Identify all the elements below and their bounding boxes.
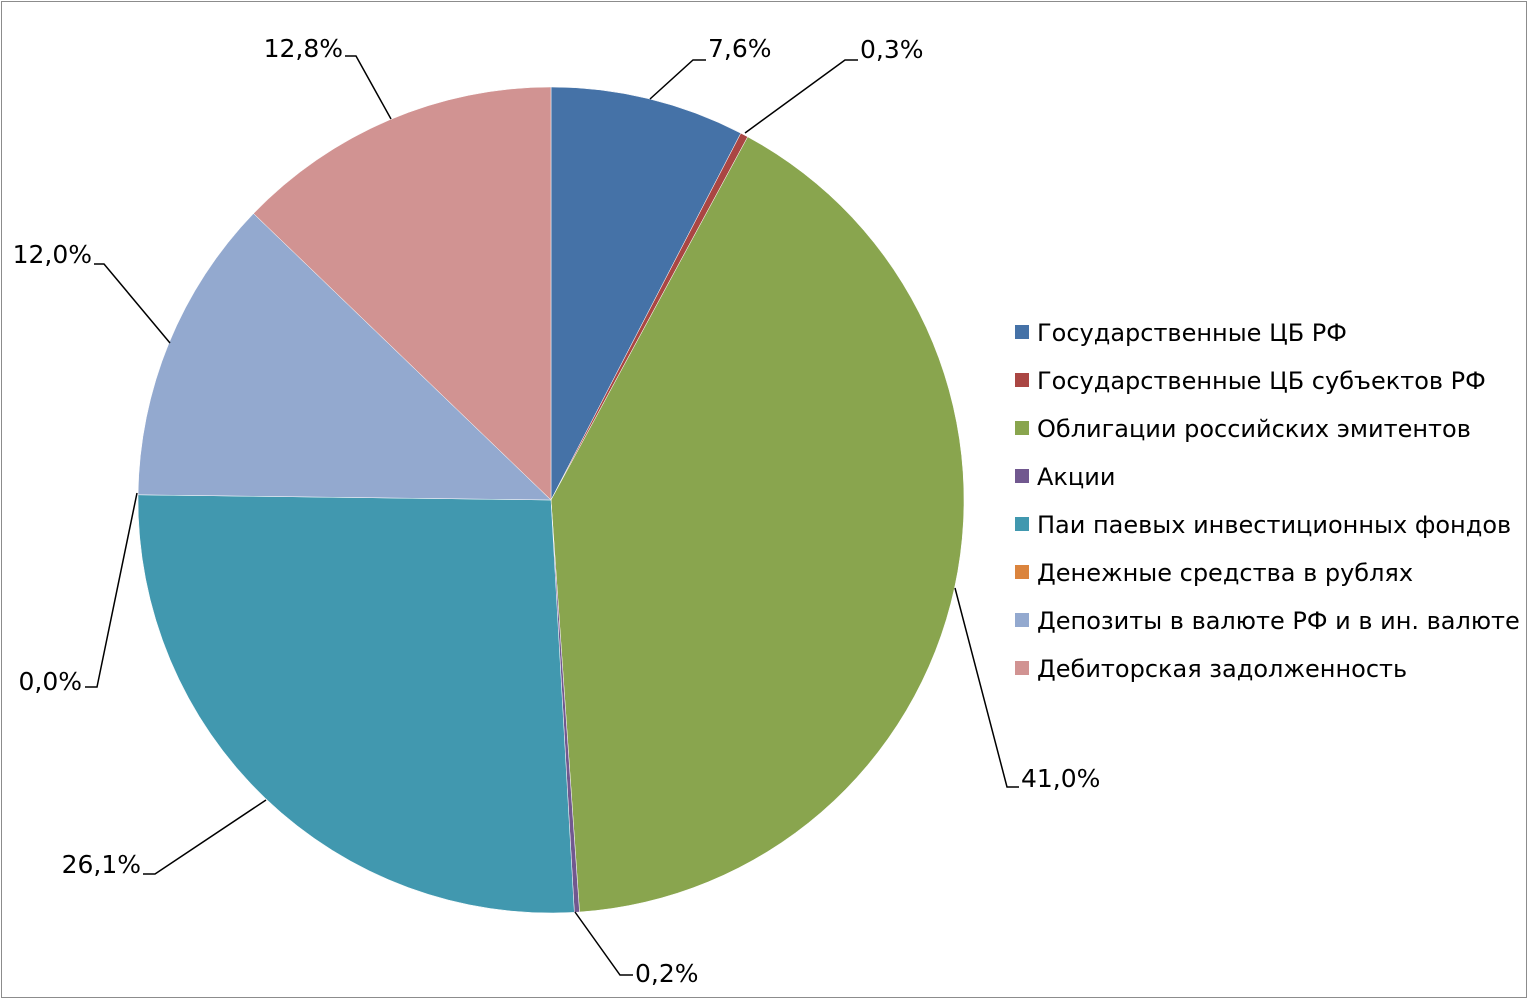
- slice-1-wedge: [550, 86, 742, 501]
- legend-swatch-2: [1015, 373, 1029, 387]
- legend-swatch-6: [1015, 565, 1029, 579]
- legend-label-2: Государственные ЦБ субъектов РФ: [1037, 367, 1486, 395]
- slice-5-wedge: [137, 494, 575, 914]
- legend-label-3: Облигации российских эмитентов: [1037, 415, 1471, 443]
- slice-2-leader-line: [744, 59, 858, 134]
- legend-swatch-5: [1015, 517, 1029, 531]
- legend-swatch-8: [1015, 661, 1029, 675]
- legend-swatch-3: [1015, 421, 1029, 435]
- slice-8-wedge: [253, 86, 552, 501]
- legend-label-4: Акции: [1037, 463, 1115, 491]
- slice-2-data-label: 0,3%: [860, 35, 924, 64]
- legend-label-1: Государственные ЦБ РФ: [1037, 319, 1347, 347]
- slice-3-data-label: 41,0%: [1021, 764, 1100, 793]
- legend-label-8: Дебиторская задолженность: [1037, 655, 1407, 683]
- slice-6-leader-line: [85, 492, 138, 688]
- slice-1-data-label: 7,6%: [708, 34, 772, 63]
- legend-swatch-1: [1015, 325, 1029, 339]
- slice-1-leader-line: [649, 59, 706, 100]
- slice-5-data-label: 26,1%: [62, 850, 141, 879]
- legend-label-7: Депозиты в валюте РФ и в ин. валюте: [1037, 607, 1520, 635]
- slice-7-data-label: 12,0%: [13, 240, 92, 269]
- slice-6-data-label: 0,0%: [18, 667, 82, 696]
- slice-3-leader-line: [954, 587, 1019, 788]
- slice-4-leader-line: [574, 911, 633, 976]
- legend: Государственные ЦБ РФ Государственные ЦБ …: [1015, 319, 1520, 683]
- slice-7-wedge: [137, 213, 552, 501]
- legend-label-6: Денежные средства в рублях: [1037, 559, 1413, 587]
- slice-4-data-label: 0,2%: [635, 959, 699, 988]
- slice-8-leader-line: [345, 55, 392, 120]
- legend-label-5: Паи паевых инвестиционных фондов: [1037, 511, 1511, 539]
- slice-7-leader-line: [94, 263, 171, 344]
- legend-swatch-4: [1015, 469, 1029, 483]
- slice-5-leader-line: [143, 799, 267, 875]
- legend-swatch-7: [1015, 613, 1029, 627]
- slice-8-data-label: 12,8%: [264, 34, 343, 63]
- slice-3-wedge: [550, 136, 965, 913]
